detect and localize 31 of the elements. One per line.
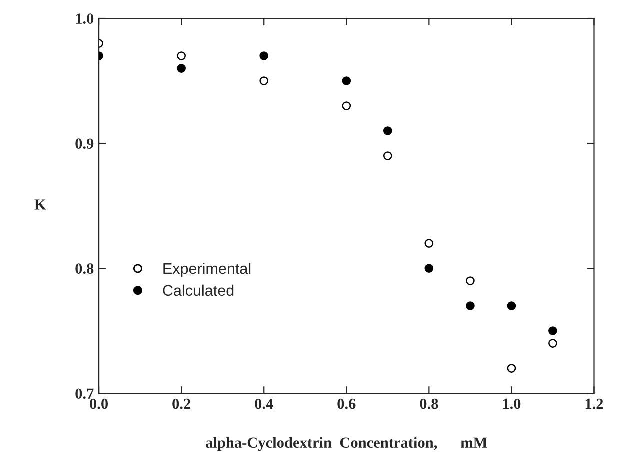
point	[424, 239, 434, 248]
point	[177, 52, 186, 60]
point	[548, 326, 558, 336]
x-tick-label: 1.0	[503, 398, 521, 410]
legend-label: Calculated	[163, 284, 234, 296]
y-tick-label: 0.8	[76, 264, 94, 274]
point	[177, 64, 186, 73]
point	[424, 264, 434, 273]
x-axis-title: alpha-Cyclodextrin Concentration, mM	[206, 437, 488, 452]
point	[342, 76, 352, 86]
x-tick-label: 0.8	[420, 398, 438, 410]
y-axis-title: K	[34, 200, 46, 210]
x-tick-label: 0.4	[255, 398, 274, 410]
point	[260, 52, 269, 60]
x-tick-label: 1.2	[586, 398, 604, 410]
y-tick-label: 0.9	[76, 138, 94, 150]
point	[383, 126, 392, 136]
point	[466, 276, 475, 286]
point	[383, 152, 392, 160]
point	[466, 302, 475, 310]
y-tick-label: 0.7	[76, 388, 94, 400]
legend-label: Experimental	[164, 262, 251, 278]
y-tick-label: 1.0	[76, 14, 94, 24]
x-tick-label: 0.2	[172, 398, 190, 410]
point	[260, 76, 269, 86]
point	[507, 302, 516, 310]
point	[342, 102, 352, 110]
x-tick-label: 0.6	[338, 398, 356, 410]
point	[507, 364, 516, 373]
point	[548, 339, 558, 348]
x-tick-label: 0.0	[90, 398, 108, 410]
